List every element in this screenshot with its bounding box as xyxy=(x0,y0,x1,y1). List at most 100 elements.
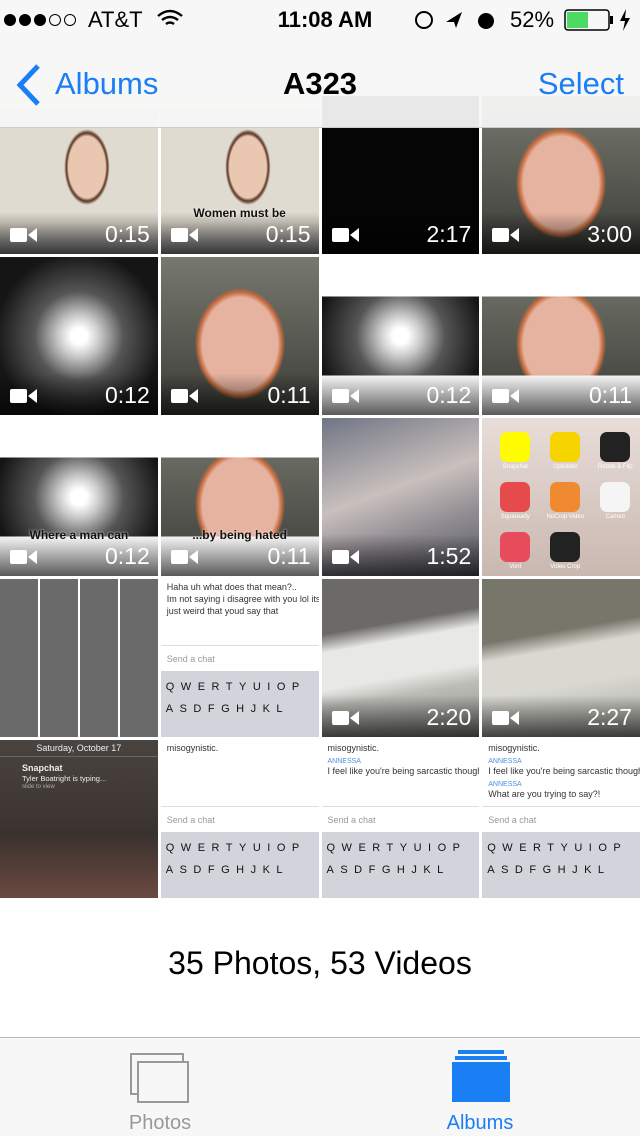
app-label: Uploader xyxy=(553,464,578,470)
app-icon-image xyxy=(500,482,531,512)
duration: 1:52 xyxy=(426,543,472,569)
chat-input: Send a chat xyxy=(482,806,640,832)
video-icon xyxy=(331,389,359,403)
thumbnail[interactable]: Haha uh what does that mean?.. Im not say… xyxy=(160,579,319,737)
thumbnail[interactable]: 1:52 xyxy=(321,418,480,576)
video-icon xyxy=(492,228,520,242)
app-icon-image xyxy=(550,432,581,462)
key-row: ASDFGHJKL xyxy=(487,864,611,876)
thumbnail[interactable]: 2:27 xyxy=(482,579,640,737)
key-row: QWERTYUIOP xyxy=(165,681,306,693)
video-icon xyxy=(331,550,359,564)
key-row: QWERTYUIOP xyxy=(487,842,628,854)
chat: misogynistic. ANNESSA I feel like you're b… xyxy=(482,742,640,800)
chat-line: ANNESSA xyxy=(488,781,522,788)
thumbnail[interactable]: misogynistic. ANNESSA I feel like you're b… xyxy=(321,740,480,898)
duration: 0:12 xyxy=(104,382,150,408)
video-icon xyxy=(331,228,359,242)
thumbnail[interactable] xyxy=(0,579,158,737)
thumbnail[interactable]: 0:12 xyxy=(0,257,158,415)
duration: 0:15 xyxy=(104,221,150,247)
app-icon-image xyxy=(600,432,631,462)
video-icon xyxy=(10,228,37,242)
key-row: ASDFGHJKL xyxy=(165,703,290,715)
thumbnail[interactable]: 0:11 xyxy=(482,257,640,415)
chat: Haha uh what does that mean?.. Im not say… xyxy=(161,581,319,617)
chat-input: Send a chat xyxy=(160,806,319,832)
video-icon xyxy=(170,550,198,564)
thumbnail[interactable]: 0:11 xyxy=(160,257,319,415)
thumbnail[interactable]: misogynistic. Send a chat QWERTYUIOP ASDFGH… xyxy=(160,740,319,898)
carrier: AT&T xyxy=(88,7,143,32)
app-icon-image xyxy=(500,532,531,562)
app-icon: NoCrop Video xyxy=(542,482,588,520)
clock: 11:08 AM xyxy=(277,7,373,32)
back-button[interactable]: Albums xyxy=(55,66,159,101)
app-icon-image xyxy=(500,432,531,462)
duration: 2:17 xyxy=(426,221,472,247)
duration: 2:20 xyxy=(426,704,472,730)
video-icon xyxy=(331,711,359,725)
chat-input: Send a chat xyxy=(160,645,319,671)
app-icon: Squaready xyxy=(492,482,538,520)
app-label: Video Crop xyxy=(550,564,581,570)
nav-title: A323 xyxy=(282,66,358,101)
key-row: QWERTYUIOP xyxy=(326,842,467,854)
thumbnail[interactable]: Where a man can0:12 xyxy=(0,418,158,576)
video-icon xyxy=(170,228,198,242)
chat-line: I feel like you're being sarcastic thoug… xyxy=(488,766,640,776)
keyboard: QWERTYUIOP ASDFGHJKL xyxy=(482,832,640,898)
chat-line: Im not saying i disagree with you lol it… xyxy=(166,594,319,604)
key-row: ASDFGHJKL xyxy=(326,864,450,876)
keyboard: QWERTYUIOP ASDFGHJKL xyxy=(321,832,480,898)
tab-bar: Photos Albums xyxy=(0,1037,640,1136)
thumbnail[interactable]: 2:20 xyxy=(321,579,480,737)
lock-date: Saturday, October 17 xyxy=(0,740,158,757)
chat: misogynistic. ANNESSA I feel like you're b… xyxy=(322,742,480,777)
app-label: Vont xyxy=(509,564,522,570)
battery-percent: 52% xyxy=(510,7,555,32)
app-icon-image xyxy=(550,482,581,512)
chat-line: misogynistic. xyxy=(327,743,380,753)
duration: 0:12 xyxy=(426,382,472,408)
thumbnail[interactable]: Saturday, October 17 Snapchat Tyler Boatri… xyxy=(0,740,158,898)
chat-line: misogynistic. xyxy=(488,743,540,753)
notif-hint: slide to view xyxy=(22,784,55,790)
thumbnail[interactable]: Snapchat Uploader Rotate & Flip Squaready No… xyxy=(482,418,640,576)
tab-albums[interactable]: Albums xyxy=(446,1112,514,1134)
app-icon: Snapchat xyxy=(492,432,538,470)
duration: 0:11 xyxy=(588,382,632,408)
chat-input: Send a chat xyxy=(321,806,480,832)
duration: 0:12 xyxy=(104,543,150,569)
chat: misogynistic. xyxy=(161,742,319,754)
key-row: ASDFGHJKL xyxy=(165,864,290,876)
chat-line: I feel like you're being sarcastic thoug… xyxy=(327,766,480,776)
app-icon-image xyxy=(550,532,581,562)
select-button[interactable]: Select xyxy=(537,66,624,101)
video-icon xyxy=(170,389,198,403)
duration: 0:11 xyxy=(267,382,311,408)
thumbnail[interactable]: ...by being hated0:11 xyxy=(160,418,319,576)
app-label: Cameo xyxy=(605,514,625,520)
duration: 0:15 xyxy=(265,221,311,247)
video-icon xyxy=(10,550,37,564)
notif-message: Tyler Boatright is typing... xyxy=(22,774,107,783)
app-label: Squaready xyxy=(500,514,530,520)
keyboard: QWERTYUIOP ASDFGHJKL xyxy=(160,671,319,737)
app-label: NoCrop Video xyxy=(546,514,585,520)
chat-line: What are you trying to say?! xyxy=(488,789,601,799)
app-label: Rotate & Flip xyxy=(597,464,633,470)
back-chevron[interactable] xyxy=(14,63,44,107)
thumbnail[interactable]: misogynistic. ANNESSA I feel like you're b… xyxy=(482,740,640,898)
video-icon xyxy=(492,711,520,725)
photo-grid: 0:15Women must be0:152:173:000:120:110:1… xyxy=(0,96,640,898)
notification: Saturday, October 17 Snapchat Tyler Boatri… xyxy=(0,740,158,790)
app-icon: Vont xyxy=(492,532,538,570)
app-icon: Rotate & Flip xyxy=(592,432,638,470)
thumbnail[interactable]: 0:12 xyxy=(321,257,480,415)
app-label: Snapchat xyxy=(502,464,528,470)
tab-photos[interactable]: Photos xyxy=(128,1112,192,1134)
chat-line: Haha uh what does that mean?.. xyxy=(166,582,297,592)
keyboard: QWERTYUIOP ASDFGHJKL xyxy=(160,832,319,898)
